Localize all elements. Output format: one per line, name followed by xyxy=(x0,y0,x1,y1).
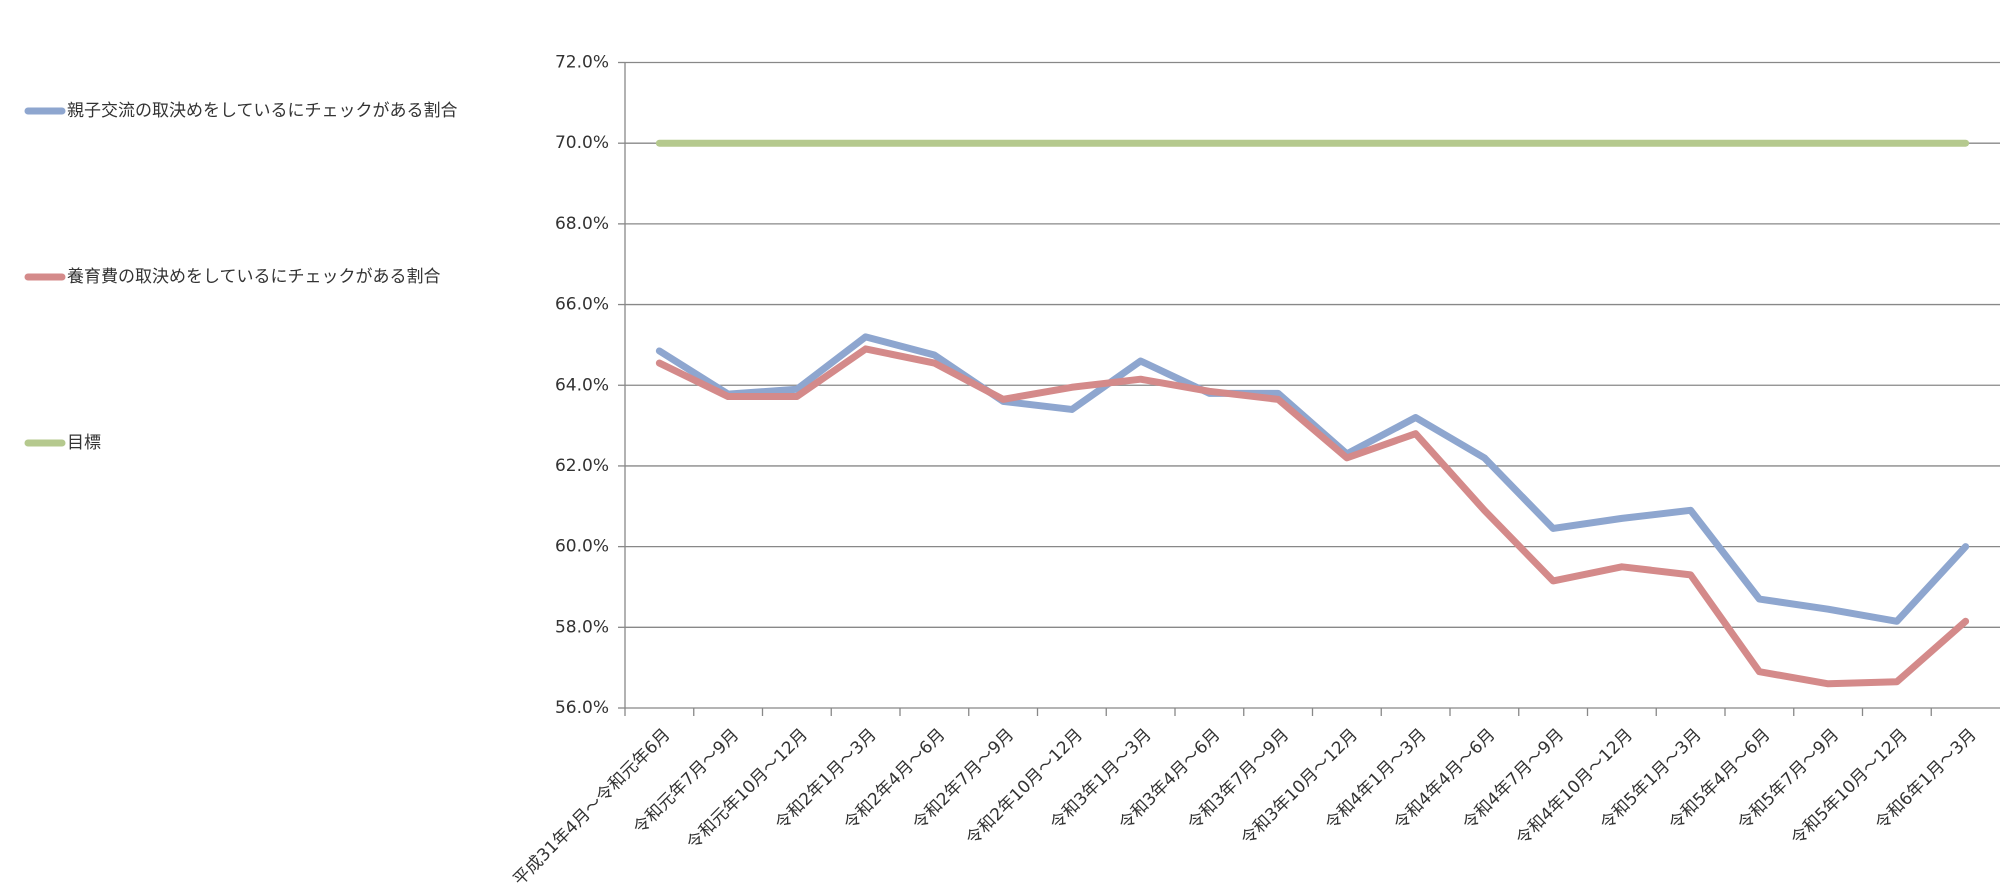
y-tick-label: 72.0% xyxy=(555,53,609,73)
legend-label: 養育費の取決めをしているにチェックがある割合 xyxy=(67,267,441,287)
y-tick-label: 62.0% xyxy=(555,456,609,476)
series-line xyxy=(655,333,1970,625)
x-tick-label: 令和4年10月～12月 xyxy=(1512,725,1637,850)
y-tick-label: 70.0% xyxy=(555,133,609,153)
legend-label: 親子交流の取決めをしているにチェックがある割合 xyxy=(67,101,458,121)
y-tick-label: 68.0% xyxy=(555,214,609,234)
x-tick-label: 令和5年10月～12月 xyxy=(1787,725,1912,850)
x-tick-label: 令和元年10月～12月 xyxy=(683,725,812,854)
y-tick-label: 58.0% xyxy=(555,617,609,637)
series-line xyxy=(655,345,1970,688)
x-tick-label: 令和3年10月～12月 xyxy=(1237,725,1362,850)
y-tick-label: 64.0% xyxy=(555,375,609,395)
y-tick-label: 56.0% xyxy=(555,698,609,718)
x-tick-label: 令和2年10月～12月 xyxy=(962,725,1087,850)
legend-label: 目標 xyxy=(67,433,101,453)
y-tick-label: 66.0% xyxy=(555,295,609,315)
y-tick-label: 60.0% xyxy=(555,537,609,557)
